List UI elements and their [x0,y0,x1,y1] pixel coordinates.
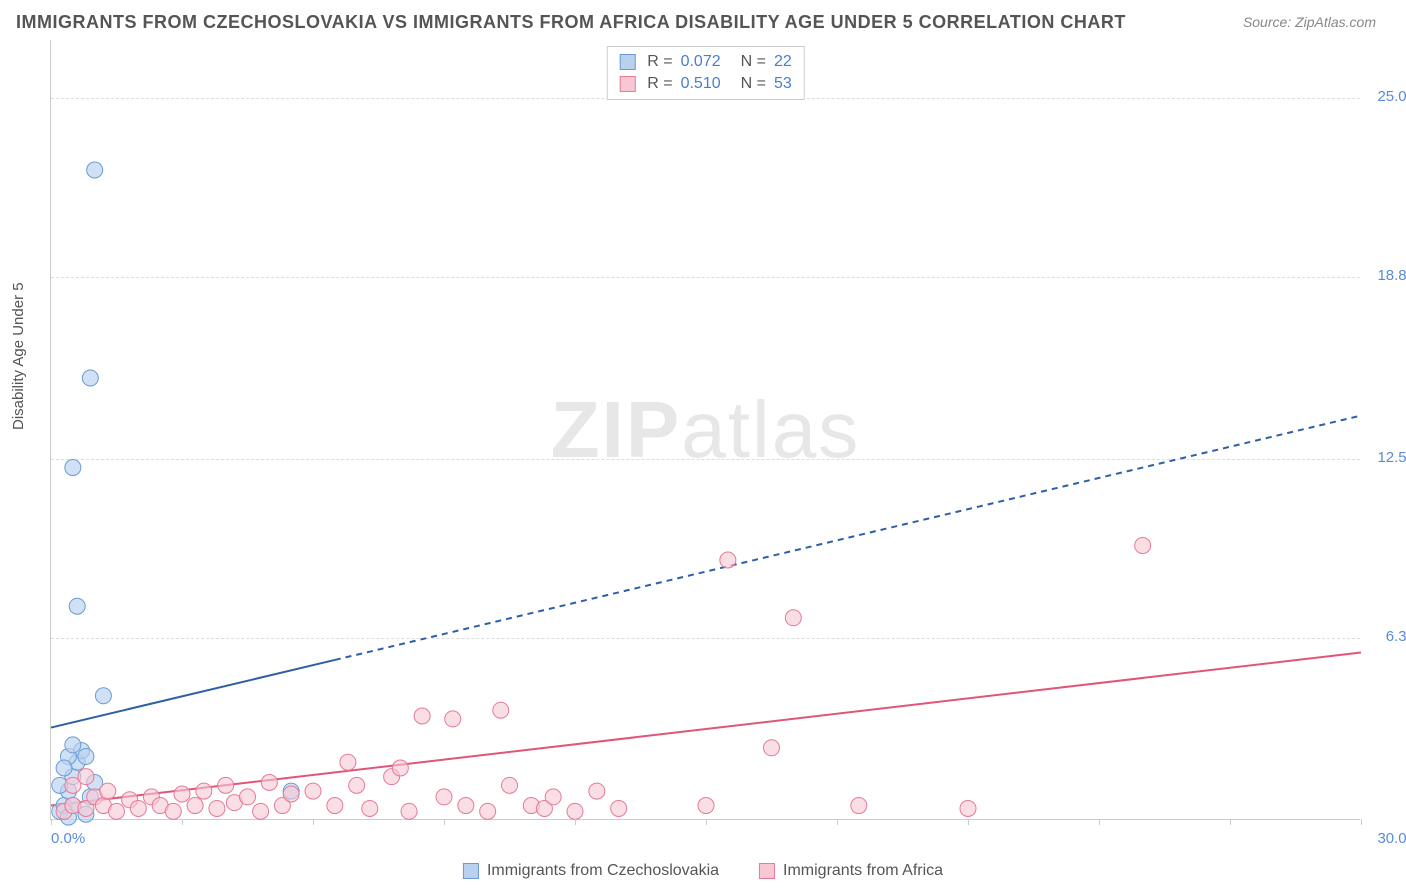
r-value-2: 0.510 [681,73,721,95]
legend-row-series-2: R = 0.510 N = 53 [619,73,792,95]
data-point [785,610,801,626]
y-tick-label: 18.8% [1365,267,1406,284]
x-tick [1099,819,1100,825]
r-label: R = [647,73,672,95]
data-point [95,688,111,704]
data-point [401,803,417,819]
x-tick [1230,819,1231,825]
legend-swatch-2 [619,76,635,92]
data-point [764,740,780,756]
data-point [720,552,736,568]
y-tick-label: 6.3% [1365,628,1406,645]
y-tick-label: 25.0% [1365,88,1406,105]
data-point [56,760,72,776]
data-point [960,800,976,816]
plot-area: ZIPatlas 6.3%12.5%18.8%25.0% R = 0.072 N… [50,40,1360,820]
data-point [78,769,94,785]
data-point [502,777,518,793]
x-tick [837,819,838,825]
data-point [100,783,116,799]
x-tick [706,819,707,825]
y-axis-label: Disability Age Under 5 [10,282,27,430]
data-point [69,598,85,614]
legend-correlation: R = 0.072 N = 22 R = 0.510 N = 53 [606,46,805,100]
data-point [65,460,81,476]
x-tick [444,819,445,825]
data-point [436,789,452,805]
data-point [305,783,321,799]
data-point [545,789,561,805]
data-point [1135,538,1151,554]
data-point [165,803,181,819]
x-tick [968,819,969,825]
legend-swatch-b2 [759,863,775,879]
x-tick-label-max: 30.0% [1365,830,1406,847]
data-point [414,708,430,724]
legend-label-2: Immigrants from Africa [783,862,943,880]
legend-item-2: Immigrants from Africa [759,862,943,880]
data-point [65,737,81,753]
chart-title: IMMIGRANTS FROM CZECHOSLOVAKIA VS IMMIGR… [16,12,1126,33]
data-point [392,760,408,776]
data-point [253,803,269,819]
data-point [283,786,299,802]
x-tick [575,819,576,825]
data-point [109,803,125,819]
trend-line [51,660,335,728]
legend-row-series-1: R = 0.072 N = 22 [619,51,792,73]
x-tick-label-min: 0.0% [51,830,85,847]
x-tick [313,819,314,825]
data-point [218,777,234,793]
n-label: N = [741,73,766,95]
data-point [174,786,190,802]
legend-swatch-1 [619,54,635,70]
data-point [445,711,461,727]
n-value-1: 22 [774,51,792,73]
data-point [82,370,98,386]
data-point [851,798,867,814]
plot-svg [51,40,1360,819]
legend-series: Immigrants from Czechoslovakia Immigrant… [463,862,943,880]
data-point [196,783,212,799]
data-point [209,800,225,816]
chart-container: IMMIGRANTS FROM CZECHOSLOVAKIA VS IMMIGR… [0,0,1406,892]
trend-line-dashed [335,416,1361,660]
r-value-1: 0.072 [681,51,721,73]
data-point [78,748,94,764]
legend-label-1: Immigrants from Czechoslovakia [487,862,719,880]
data-point [340,754,356,770]
data-point [187,798,203,814]
data-point [349,777,365,793]
n-label: N = [741,51,766,73]
y-tick-label: 12.5% [1365,449,1406,466]
x-tick [182,819,183,825]
legend-item-1: Immigrants from Czechoslovakia [463,862,719,880]
data-point [458,798,474,814]
n-value-2: 53 [774,73,792,95]
data-point [567,803,583,819]
data-point [87,162,103,178]
data-point [240,789,256,805]
x-tick [51,819,52,825]
data-point [327,798,343,814]
source-attribution: Source: ZipAtlas.com [1243,14,1376,30]
data-point [480,803,496,819]
data-point [261,774,277,790]
data-point [611,800,627,816]
trend-line [51,652,1361,805]
data-point [698,798,714,814]
r-label: R = [647,51,672,73]
x-tick [1361,819,1362,825]
data-point [493,702,509,718]
data-point [130,800,146,816]
legend-swatch-b1 [463,863,479,879]
data-point [362,800,378,816]
data-point [589,783,605,799]
